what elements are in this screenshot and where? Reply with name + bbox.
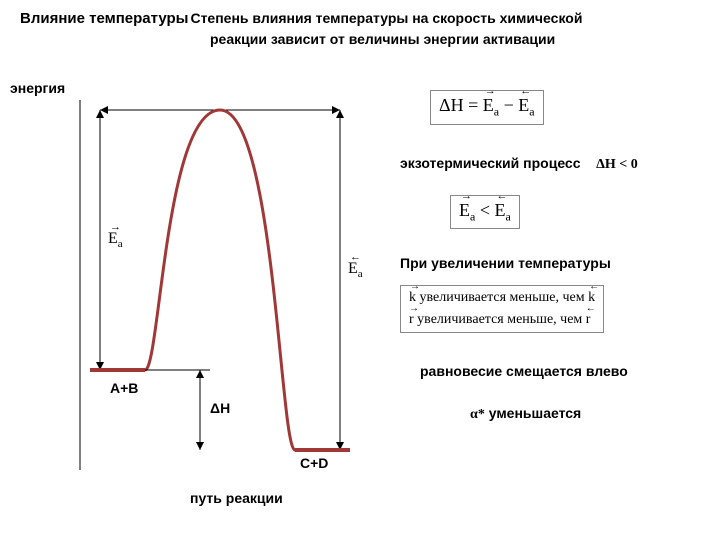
subtitle-line-2: реакции зависит от величины энергии акти… (210, 31, 700, 47)
right-column: ΔH = E→a − E←a экзотермический процесс Δ… (400, 90, 700, 423)
dh-arrow-down (196, 442, 204, 450)
exothermic-row: экзотермический процесс ΔH < 0 (400, 155, 700, 173)
y-axis-label: энергия (10, 80, 65, 96)
dh-inequality: ΔH < 0 (596, 157, 638, 172)
k-line: k→ увеличивается меньше, чем k← (409, 290, 595, 306)
ea-inequality-box: E→a < E←a (450, 195, 520, 230)
exothermic-label: экзотермический процесс (400, 155, 581, 171)
page-title: Влияние температуры (20, 10, 188, 27)
reactant-label: A+B (110, 380, 138, 396)
equilibrium-label: равновесие смещается влево (420, 363, 700, 379)
product-label: C+D (300, 455, 328, 471)
dh-arrow-up (196, 370, 204, 378)
ea-reverse-label: E←a (348, 260, 363, 280)
x-axis-label: путь реакции (190, 490, 283, 506)
alpha-label: α* уменьшается (470, 405, 700, 423)
temperature-increase-label: При увеличении температуры (400, 255, 700, 271)
delta-h-label: ΔH (210, 400, 230, 416)
ea-forward-label: E→a (108, 230, 123, 250)
subtitle-line-1: Степень влияния температуры на скорость … (190, 10, 582, 26)
r-line: r→ увеличивается меньше, чем r← (409, 312, 595, 328)
k-comparison-box: k→ увеличивается меньше, чем k← r→ увели… (400, 285, 604, 333)
energy-curve (145, 110, 295, 450)
delta-h-formula-box: ΔH = E→a − E←a (430, 90, 544, 125)
diagram-svg (70, 90, 370, 480)
energy-diagram: A+B C+D ΔH E→a E←a (70, 90, 370, 480)
